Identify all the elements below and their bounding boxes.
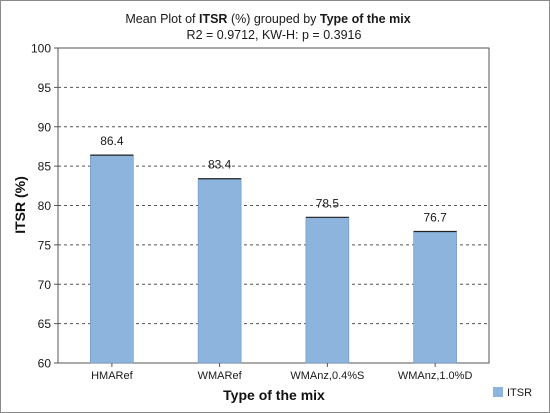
bar xyxy=(305,217,350,364)
chart-title-part: Type of the mix xyxy=(320,12,411,26)
data-labels: 86.4 83.4 78.5 76.7 xyxy=(100,134,447,224)
data-label: 83.4 xyxy=(208,158,232,172)
legend-label-itsr: ITSR xyxy=(507,387,532,399)
legend-swatch-itsr xyxy=(493,387,503,397)
x-axis-ticks: HMARef WMARef WMAnz,0.4%S WMAnz,1.0%D xyxy=(91,363,472,382)
chart-subtitle: R2 = 0.9712, KW-H: p = 0.3916 xyxy=(187,28,362,42)
y-tick-label: 95 xyxy=(38,81,52,95)
y-tick-label: 75 xyxy=(38,238,52,252)
bar xyxy=(413,231,457,364)
chart-title-part: (%) grouped by xyxy=(227,12,319,26)
y-tick-label: 100 xyxy=(31,42,51,56)
bar xyxy=(197,178,242,364)
bar xyxy=(90,154,134,364)
y-tick-label: 60 xyxy=(38,357,52,371)
x-tick-label: WMAnz,0.4%S xyxy=(290,370,364,382)
x-tick-label: WMARef xyxy=(198,370,243,382)
y-tick-label: 85 xyxy=(38,160,52,174)
x-tick-label: WMAnz,1.0%D xyxy=(398,370,473,382)
y-tick-label: 65 xyxy=(38,317,52,331)
chart-title-part: ITSR xyxy=(199,12,227,26)
y-axis-label: ITSR (%) xyxy=(12,176,28,234)
y-tick-label: 90 xyxy=(38,120,52,134)
legend: ITSR xyxy=(493,387,532,399)
y-axis-ticks: 60 65 70 75 80 85 90 95 100 xyxy=(31,42,58,371)
bars xyxy=(90,154,457,364)
y-tick-label: 70 xyxy=(38,278,52,292)
y-tick-label: 80 xyxy=(38,199,52,213)
x-axis-label: Type of the mix xyxy=(223,387,325,403)
chart-title: Mean Plot of ITSR (%) grouped by Type of… xyxy=(125,12,410,26)
data-label: 76.7 xyxy=(423,210,447,224)
chart-title-part: Mean Plot of xyxy=(125,12,199,26)
x-tick-label: HMARef xyxy=(91,370,134,382)
data-label: 78.5 xyxy=(316,196,340,210)
data-label: 86.4 xyxy=(100,134,124,148)
